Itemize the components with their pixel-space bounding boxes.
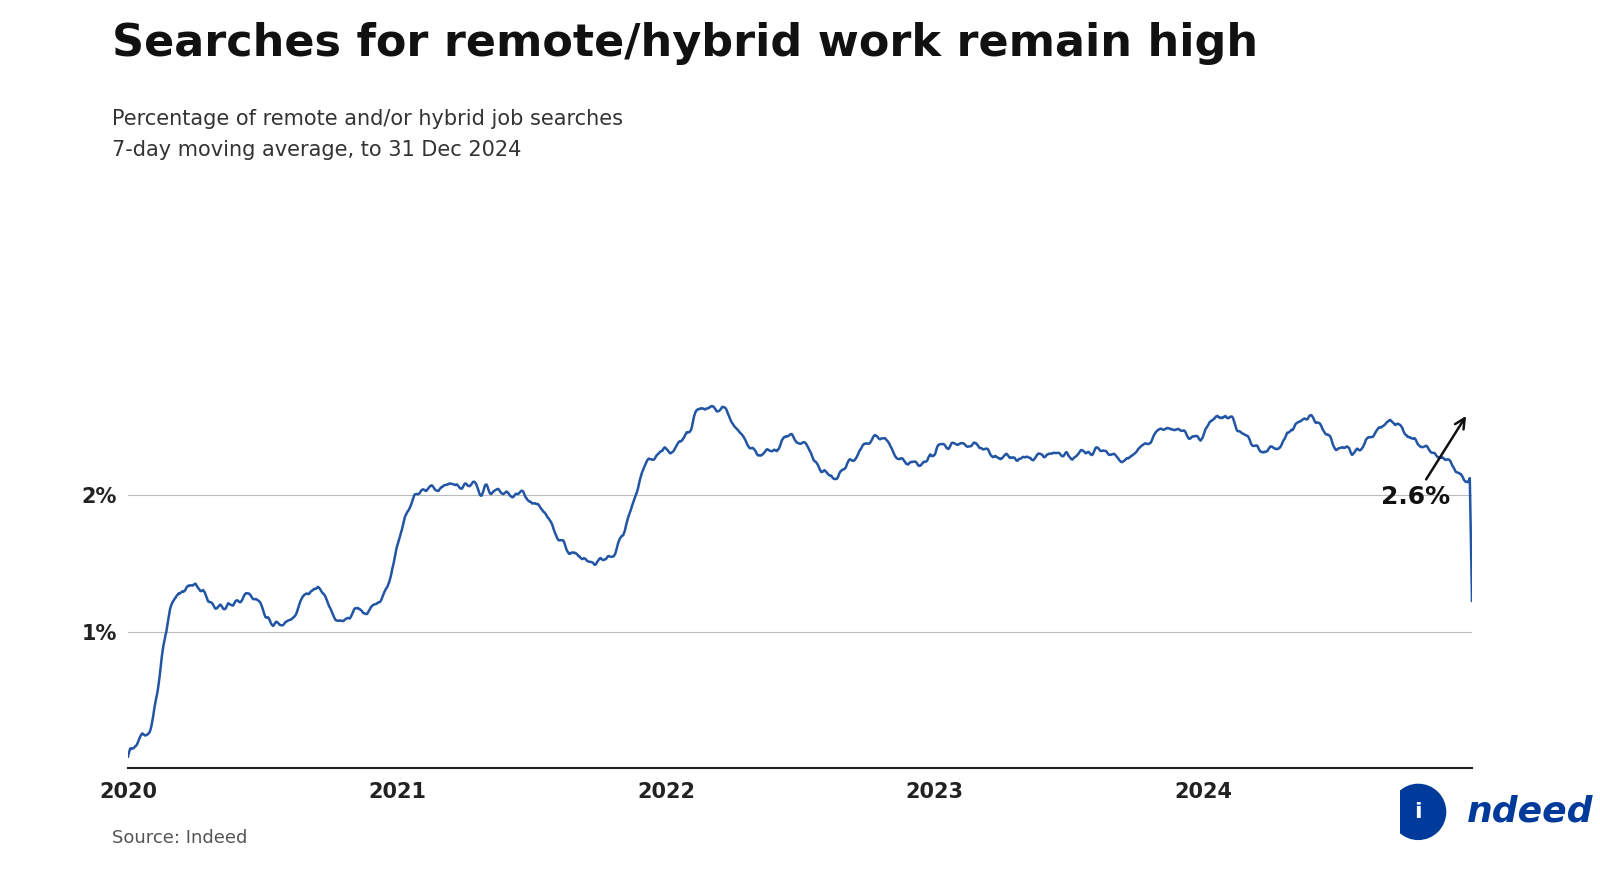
Text: 2.6%: 2.6% (1381, 418, 1464, 508)
Circle shape (1390, 784, 1446, 840)
Text: Percentage of remote and/or hybrid job searches: Percentage of remote and/or hybrid job s… (112, 109, 622, 129)
Text: ndeed: ndeed (1467, 795, 1594, 828)
Text: Searches for remote/hybrid work remain high: Searches for remote/hybrid work remain h… (112, 22, 1258, 65)
Text: Source: Indeed: Source: Indeed (112, 828, 248, 847)
Text: 7-day moving average, to 31 Dec 2024: 7-day moving average, to 31 Dec 2024 (112, 140, 522, 160)
Text: i: i (1414, 802, 1422, 821)
